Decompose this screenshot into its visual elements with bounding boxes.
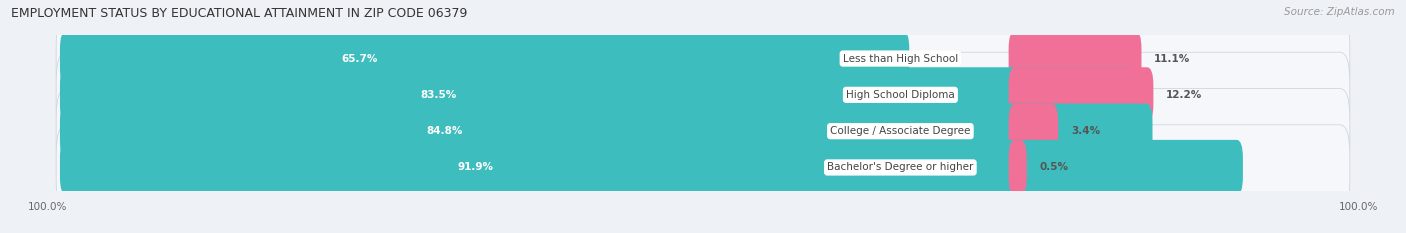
Text: Source: ZipAtlas.com: Source: ZipAtlas.com — [1284, 7, 1395, 17]
Text: 3.4%: 3.4% — [1071, 126, 1099, 136]
FancyBboxPatch shape — [56, 16, 1350, 101]
FancyBboxPatch shape — [60, 103, 1153, 159]
Text: College / Associate Degree: College / Associate Degree — [830, 126, 970, 136]
Text: High School Diploma: High School Diploma — [846, 90, 955, 100]
Text: 84.8%: 84.8% — [426, 126, 463, 136]
FancyBboxPatch shape — [1008, 140, 1026, 195]
FancyBboxPatch shape — [56, 125, 1350, 210]
Text: 11.1%: 11.1% — [1154, 54, 1191, 64]
Text: 12.2%: 12.2% — [1166, 90, 1202, 100]
Text: 65.7%: 65.7% — [340, 54, 377, 64]
Text: 83.5%: 83.5% — [420, 90, 457, 100]
FancyBboxPatch shape — [56, 89, 1350, 174]
Text: EMPLOYMENT STATUS BY EDUCATIONAL ATTAINMENT IN ZIP CODE 06379: EMPLOYMENT STATUS BY EDUCATIONAL ATTAINM… — [11, 7, 468, 20]
Text: 0.5%: 0.5% — [1039, 162, 1069, 172]
Text: 91.9%: 91.9% — [458, 162, 494, 172]
FancyBboxPatch shape — [1008, 31, 1142, 86]
FancyBboxPatch shape — [56, 52, 1350, 137]
FancyBboxPatch shape — [1008, 103, 1059, 159]
FancyBboxPatch shape — [1008, 67, 1153, 123]
FancyBboxPatch shape — [60, 67, 1136, 123]
Text: Less than High School: Less than High School — [842, 54, 957, 64]
Text: Bachelor's Degree or higher: Bachelor's Degree or higher — [827, 162, 973, 172]
FancyBboxPatch shape — [60, 140, 1243, 195]
Text: 100.0%: 100.0% — [28, 202, 67, 212]
FancyBboxPatch shape — [60, 31, 910, 86]
Text: 100.0%: 100.0% — [1339, 202, 1378, 212]
